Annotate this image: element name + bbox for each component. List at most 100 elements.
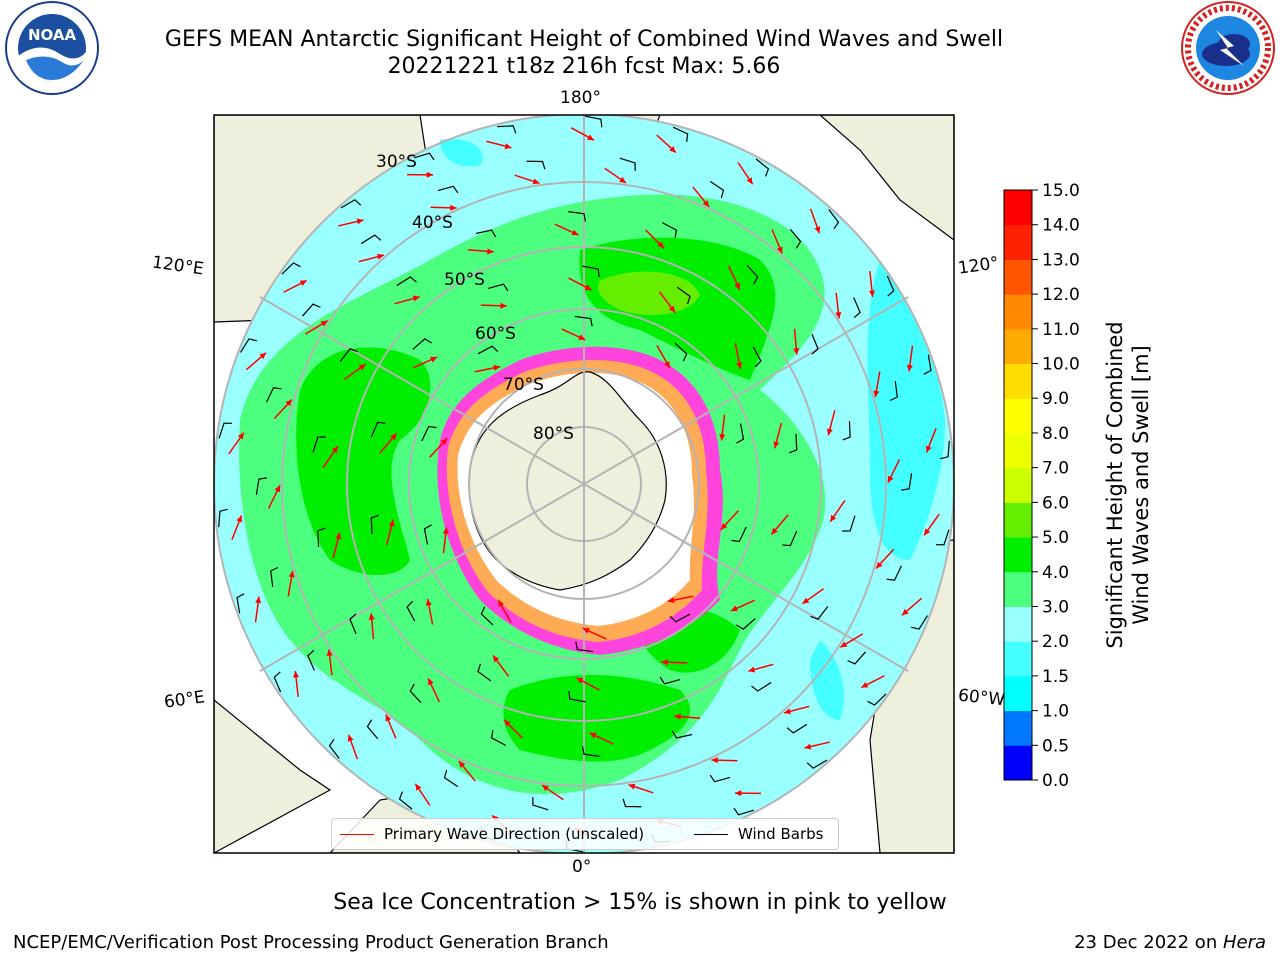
wind-barb [370,421,386,438]
colorbar-tick-label: 0.5 [1042,736,1069,756]
wave-arrow [492,654,510,677]
wind-barb [236,593,245,614]
wave-arrow [711,757,738,764]
wave-arrow [427,677,440,703]
wave-arrow [829,500,846,523]
colorbar-swatch [1004,745,1032,781]
wind-barb [886,275,895,297]
wave-arrow [773,422,783,449]
colorbar: 0.0 0.5 1.0 1.5 2.0 3.0 4.0 5.0 6.0 7.0 8.0 9.0 10.0… [1003,181,1080,790]
wave-arrow [287,570,295,597]
map-legend: Primary Wave Direction (unscaled) Wind B… [331,818,839,850]
wave-arrow [860,675,885,689]
colorbar-tick-label: 11.0 [1042,320,1080,340]
wave-arrow [692,186,710,208]
wave-arrow [667,595,694,604]
wind-barb [370,514,380,535]
wind-barb [575,641,594,653]
colorbar-swatch [1004,502,1032,538]
wind-barb [366,719,379,740]
wind-barb [842,515,856,532]
wave-arrow [628,783,654,794]
wind-barb [568,690,586,703]
wave-arrow [394,295,420,305]
chart-title: GEFS MEAN Antarctic Significant Height o… [164,27,1004,52]
colorbar-swatch [1004,467,1032,503]
wind-barb [582,265,600,278]
wave-arrow [887,459,901,484]
wind-barb [255,477,267,496]
wave-arrow [748,663,774,673]
wind-barb [585,115,603,128]
wave-arrow [541,784,564,801]
wave-arrow [737,162,754,185]
chart-subtitle-forecast: 20221221 t18z 216h fcst Max: 5.66 [387,54,781,79]
wave-arrow [480,302,507,309]
wind-barb [811,333,819,355]
wind-barb [273,671,282,693]
wave-arrow [358,253,385,263]
colorbar-tick-label: 13.0 [1042,250,1080,270]
wind-barb [782,530,798,547]
colorbar-tick-label: 1.0 [1042,702,1069,722]
wave-arrow [734,790,761,797]
wind-barb [581,746,600,757]
wind-barb [240,338,257,353]
wind-barb [731,526,747,543]
wave-arrow [826,409,836,436]
colorbar-tick-label: 5.0 [1042,528,1069,548]
wind-barb [480,606,494,626]
lat-label-80s: 80°S [533,424,574,444]
colorbar-frame [1003,189,1033,781]
wave-arrow [582,627,607,640]
colorbar-tick-label: 12.0 [1042,285,1080,305]
wave-arrow [656,134,677,154]
wave-arrow [228,432,245,455]
colorbar-swatch [1004,710,1032,746]
wave-arrow [644,229,665,249]
lat-label-50s: 50°S [444,270,485,290]
wave-arrow [720,510,739,531]
wave-arrow [801,588,825,605]
wind-barb [736,618,756,630]
wind-barb [568,211,587,222]
colorbar-tick-label: 14.0 [1042,216,1080,236]
wave-arrow [809,208,821,234]
lon-label-top: 180° [560,88,601,108]
wave-arrow [568,277,592,291]
wind-barb [421,425,437,442]
wave-arrow [458,760,476,782]
footer-credit: NCEP/EMC/Verification Post Processing Pr… [13,932,609,953]
legend-wave-direction-label: Primary Wave Direction (unscaled) [384,825,645,843]
wave-arrow [338,218,364,227]
wave-arrow [770,514,789,536]
wave-arrow [245,352,267,371]
colorbar-swatch [1004,641,1032,677]
wind-barb [806,759,828,769]
wave-arrow [514,174,540,185]
wind-barb [755,158,770,177]
wave-arrow [442,527,449,554]
wave-arrow [835,292,842,319]
colorbar-tick-label: 2.0 [1042,632,1069,652]
lon-label-bottom: 0° [572,857,592,877]
wave-arrow [347,734,359,760]
wave-arrow [486,140,512,150]
wind-barb [270,566,279,587]
wind-barb [789,228,802,249]
wave-arrow [332,532,342,559]
lat-label-30s: 30°S [376,152,417,172]
wind-barb [396,276,417,287]
wave-arrow [901,597,923,616]
colorbar-tick-label: 7.0 [1042,459,1069,479]
wind-barb [302,303,321,317]
wind-barb [477,345,499,355]
map-frame [213,114,955,854]
colorbar-swatch [1004,259,1032,295]
wave-arrow [554,223,579,236]
colorbar-swatch [1004,675,1032,712]
wind-barb [360,234,382,245]
colorbar-swatch [1004,294,1032,330]
wind-barbs [218,115,950,853]
